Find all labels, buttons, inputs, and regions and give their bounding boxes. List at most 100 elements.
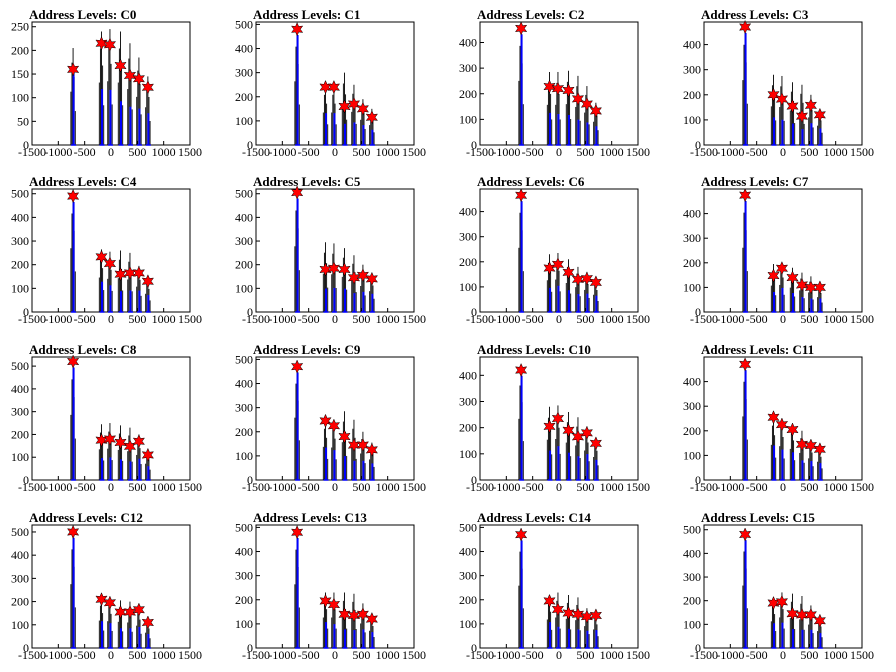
y-tick-label: 100: [683, 448, 701, 462]
peak-marker: [338, 607, 351, 622]
peak-marker: [338, 99, 351, 114]
panel-c13: Address Levels: C13 0 100 200 300 400 500 -1500…: [235, 510, 426, 662]
peak-marker: [580, 425, 594, 441]
y-tick-label: 100: [683, 113, 701, 127]
peak-marker: [738, 527, 752, 542]
x-tick-label: 1000: [824, 480, 848, 494]
peak-marker: [562, 423, 575, 438]
x-tick-label: -1500: [242, 145, 270, 159]
y-tick-label: 100: [11, 618, 29, 632]
panel-c2: Address Levels: C2 0 100 200 300 400 -1500-100…: [459, 7, 650, 159]
x-tick-label: 0: [780, 312, 786, 326]
x-tick-label: -500: [522, 648, 544, 662]
peak-marker: [551, 81, 565, 96]
x-tick-label: 500: [576, 648, 594, 662]
y-tick-label: 100: [235, 281, 253, 295]
y-tick-label: 400: [235, 42, 253, 56]
y-tick-label: 200: [459, 593, 477, 607]
y-tick-label: 200: [235, 90, 253, 104]
y-tick-label: 300: [235, 569, 253, 583]
peak-marker: [66, 524, 80, 540]
peak-marker: [514, 362, 528, 378]
peak-marker: [804, 98, 818, 113]
peak-marker: [132, 602, 146, 617]
x-tick-label: -1000: [268, 480, 296, 494]
x-tick-label: -500: [74, 648, 96, 662]
y-tick-label: 400: [459, 368, 477, 382]
y-tick-label: 400: [459, 545, 477, 559]
x-tick-label: -1500: [466, 648, 494, 662]
x-tick-label: -500: [74, 312, 96, 326]
panel-c9: Address Levels: C90100200300400500-1500-…: [235, 342, 426, 494]
peak-marker: [543, 419, 556, 434]
x-tick-label: 1500: [626, 480, 650, 494]
y-tick-label: 300: [683, 231, 701, 245]
x-tick-label: 1000: [376, 145, 400, 159]
x-tick-label: -1500: [242, 312, 270, 326]
y-tick-label: 500: [459, 520, 477, 534]
panel-c0: Address Levels: C0 0 50 100 150 200 250 -1500-1…: [11, 7, 202, 159]
x-tick-label: 0: [108, 480, 114, 494]
y-tick-label: 500: [235, 520, 253, 534]
y-tick-label: 0: [471, 305, 477, 319]
peak-marker: [66, 188, 80, 204]
y-tick-label: 200: [11, 427, 29, 441]
y-tick-label: 0: [471, 473, 477, 487]
x-tick-label: 1500: [178, 145, 202, 159]
y-tick-label: 0: [23, 473, 29, 487]
x-tick-label: -500: [298, 480, 320, 494]
peak-marker: [767, 268, 780, 283]
x-tick-label: -500: [74, 480, 96, 494]
y-tick-label: 300: [459, 394, 477, 408]
x-tick-label: 1000: [600, 480, 624, 494]
y-tick-label: 300: [459, 61, 477, 75]
peak-marker: [103, 595, 117, 610]
x-tick-label: -1500: [242, 648, 270, 662]
y-tick-label: 150: [11, 67, 29, 81]
y-tick-label: 500: [11, 525, 29, 539]
y-tick-label: 300: [11, 234, 29, 248]
peak-marker: [356, 101, 370, 116]
panel-c12: Address Levels: C12 0 100 200 300 400 500 -1500…: [11, 510, 202, 662]
x-tick-label: -1500: [466, 480, 494, 494]
peak-marker: [514, 527, 528, 542]
x-tick-label: -500: [298, 648, 320, 662]
y-tick-label: 400: [683, 38, 701, 52]
panel-c8: Address Levels: C80100200300400500-1500-…: [11, 342, 202, 494]
x-tick-label: -500: [522, 480, 544, 494]
peak-marker: [813, 613, 827, 628]
x-tick-label: 0: [332, 480, 338, 494]
x-tick-label: 1000: [824, 648, 848, 662]
y-tick-label: 400: [11, 548, 29, 562]
peak-marker: [543, 260, 556, 276]
x-tick-label: 500: [352, 312, 370, 326]
y-tick-label: 300: [683, 399, 701, 413]
y-tick-label: 0: [695, 473, 701, 487]
x-tick-label: -1500: [690, 312, 718, 326]
y-tick-label: 100: [11, 281, 29, 295]
x-tick-label: 1000: [152, 145, 176, 159]
peak-marker: [795, 437, 809, 452]
peak-marker: [543, 79, 556, 94]
x-tick-label: 1500: [850, 312, 874, 326]
x-tick-label: 500: [576, 145, 594, 159]
x-tick-label: 0: [780, 480, 786, 494]
peak-marker: [514, 188, 528, 203]
y-tick-label: 100: [235, 617, 253, 631]
x-tick-label: 1000: [824, 312, 848, 326]
x-tick-label: 1500: [402, 145, 426, 159]
peak-marker: [813, 442, 827, 457]
peak-marker: [738, 188, 752, 203]
x-tick-label: -1500: [18, 145, 46, 159]
x-tick-label: -1000: [716, 145, 744, 159]
x-tick-label: 500: [800, 648, 818, 662]
x-tick-label: -1500: [690, 480, 718, 494]
peak-marker: [775, 91, 789, 107]
x-tick-label: -500: [746, 480, 768, 494]
x-tick-label: 500: [128, 480, 146, 494]
y-tick-label: 400: [459, 205, 477, 219]
x-tick-label: 1500: [402, 648, 426, 662]
y-tick-label: 0: [23, 138, 29, 152]
peak-marker: [347, 437, 361, 453]
peak-marker: [123, 68, 137, 83]
